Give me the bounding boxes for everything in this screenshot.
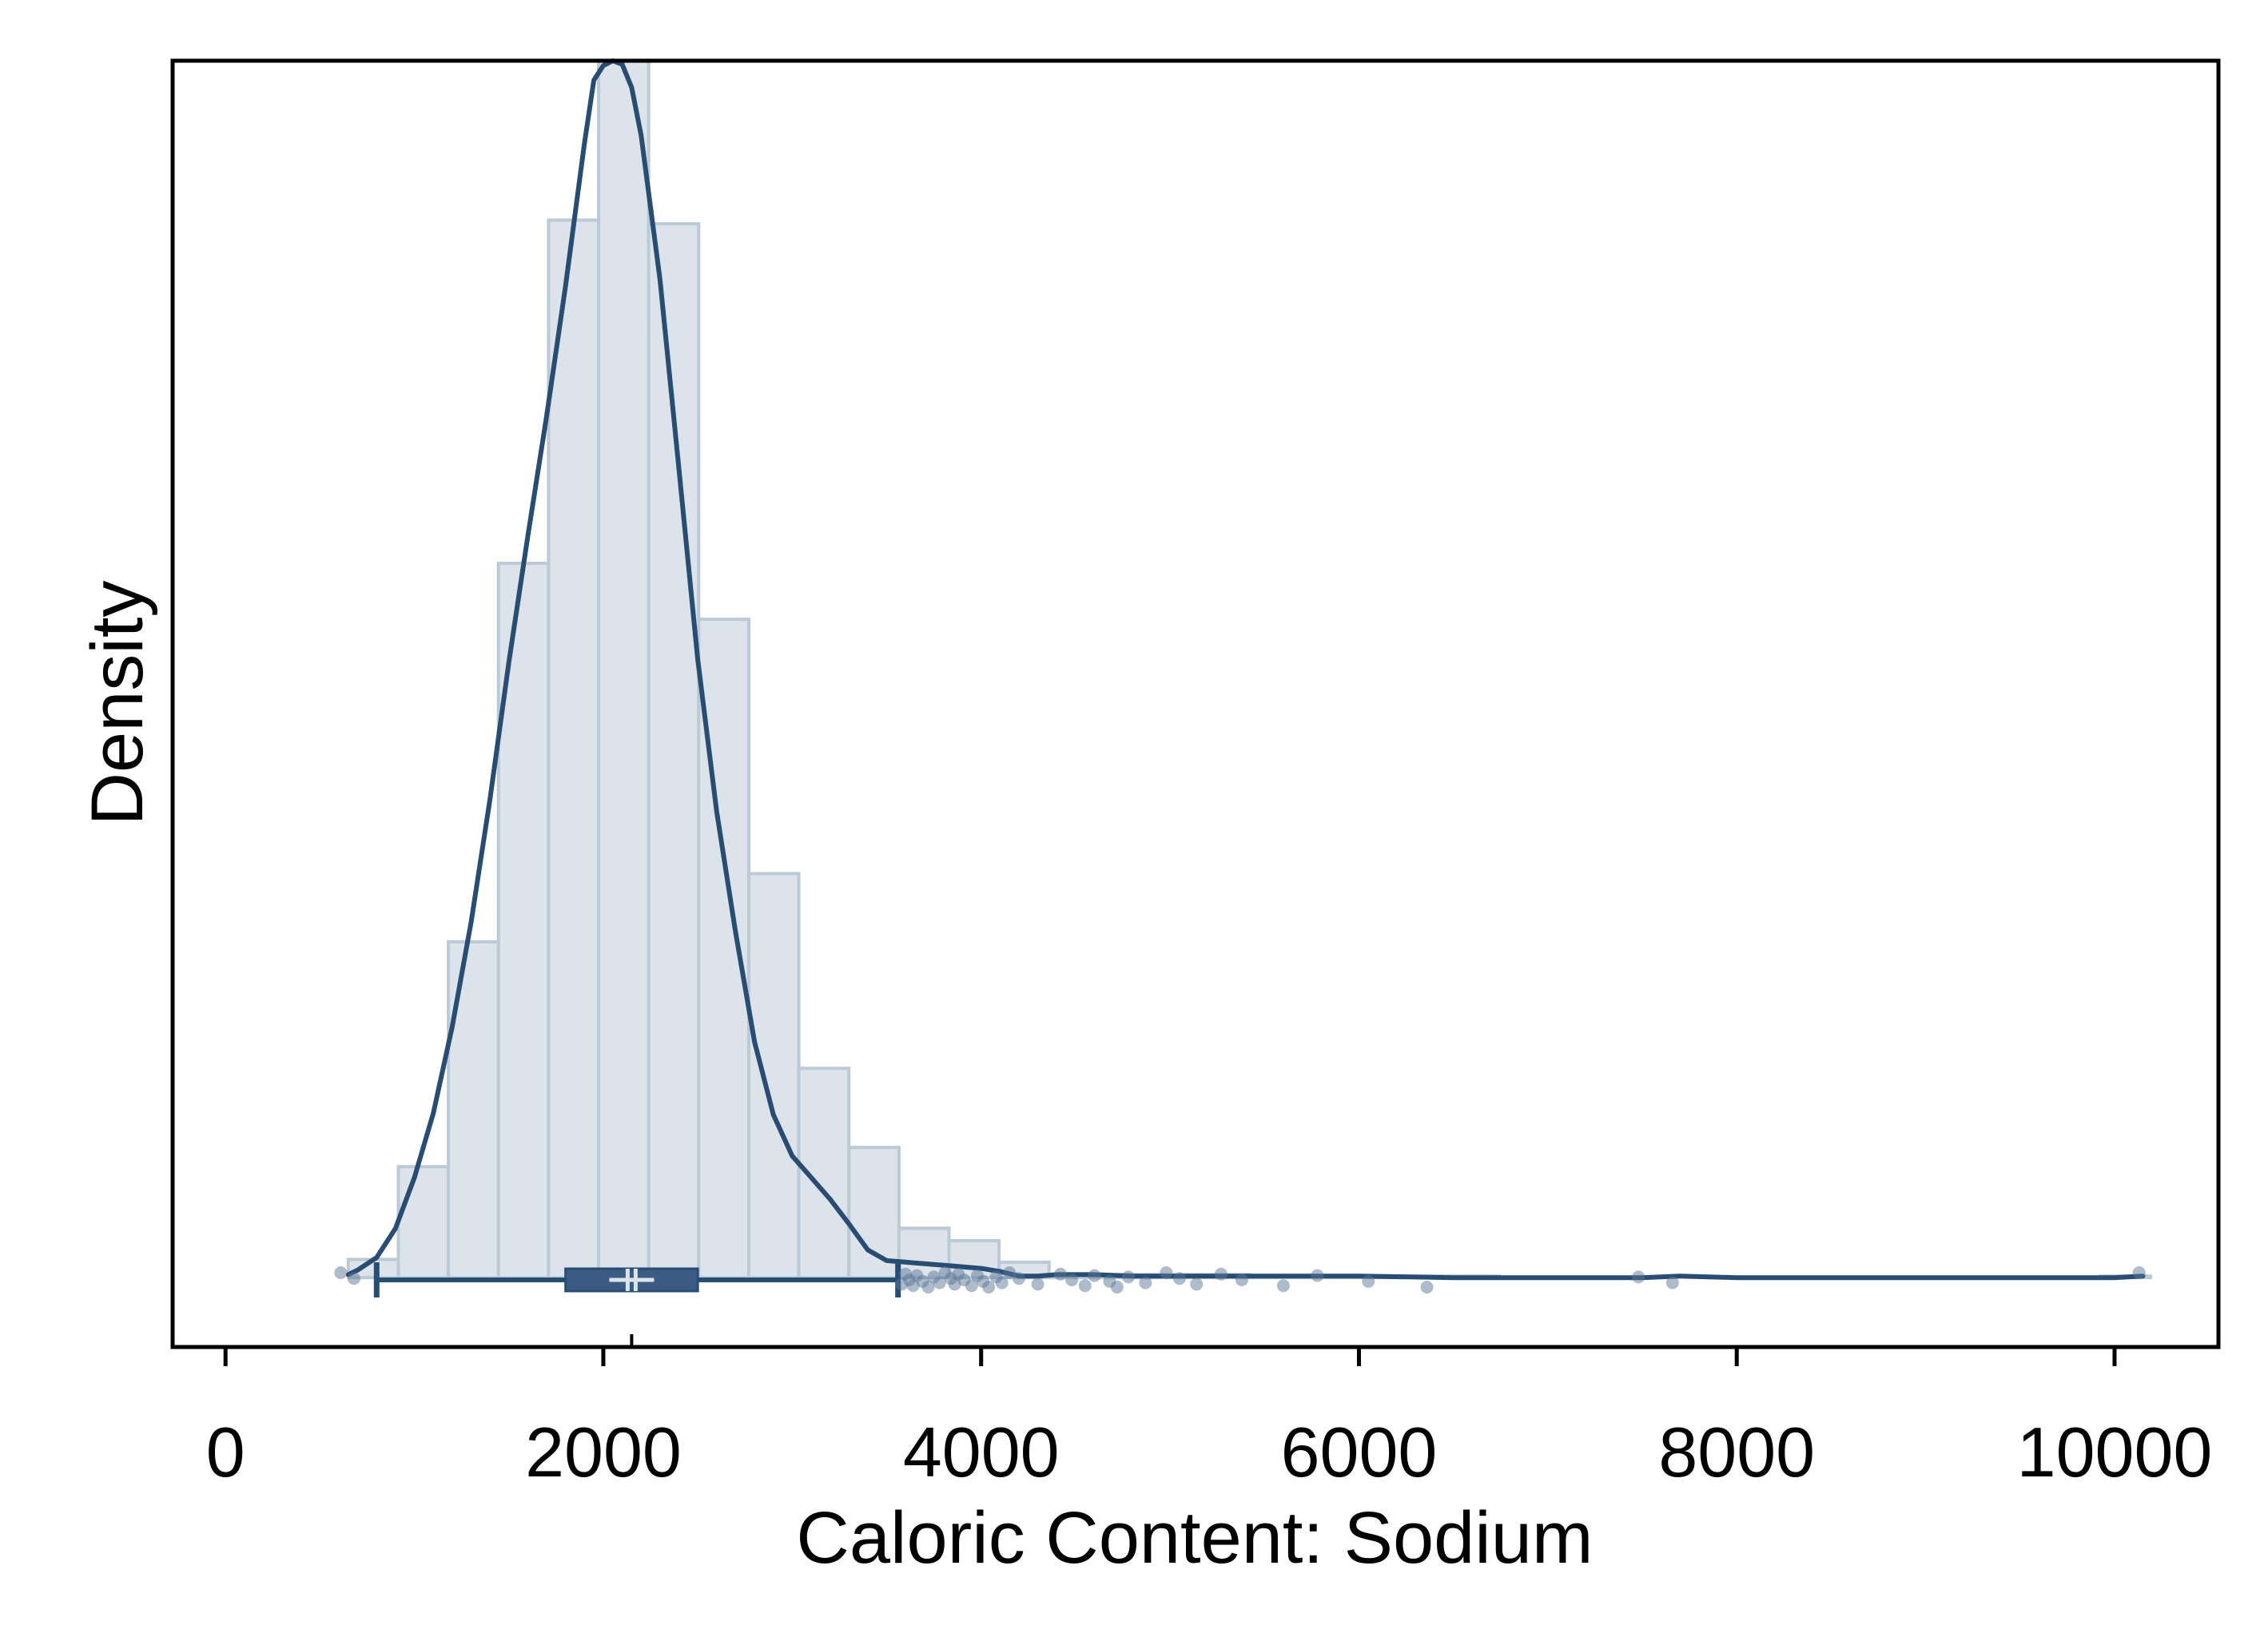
x-axis: 0 2000 4000 6000 8000 10000 [206, 1334, 2213, 1492]
outlier-point [995, 1276, 1009, 1289]
plot-frame [170, 58, 2221, 1349]
histogram-bar [647, 222, 701, 1280]
outlier-point [1420, 1281, 1434, 1293]
outlier-point [1214, 1267, 1228, 1281]
histogram-bar [396, 1165, 451, 1280]
outlier-point [2132, 1266, 2146, 1279]
outlier-point [1172, 1272, 1186, 1285]
x-tick-label: 8000 [1658, 1413, 1815, 1492]
outlier-point [347, 1272, 360, 1285]
outlier-point [1088, 1269, 1101, 1282]
histogram-bars [346, 59, 2152, 1280]
outlier-point [1160, 1266, 1173, 1279]
outlier-point [1311, 1269, 1324, 1282]
x-tick-label: 4000 [903, 1413, 1060, 1492]
outlier-point [1190, 1277, 1204, 1291]
outlier-point [1012, 1272, 1025, 1285]
outlier-point [965, 1279, 978, 1293]
outlier-point [933, 1276, 946, 1289]
y-axis-title: Density [77, 581, 158, 826]
x-axis-title: Caloric Content: Sodium [796, 1497, 1593, 1579]
outlier-point [1632, 1270, 1645, 1284]
outlier-point [1031, 1277, 1044, 1291]
outlier-point [1065, 1274, 1079, 1286]
outlier-point [1110, 1281, 1124, 1293]
density-curve [345, 58, 2146, 1281]
outlier-point [982, 1281, 996, 1293]
histogram-bar [597, 59, 651, 1280]
outlier-point [1122, 1270, 1136, 1284]
x-tick-label: 0 [206, 1413, 245, 1492]
outlier-point [334, 1266, 348, 1279]
x-tick-label: 2000 [525, 1413, 682, 1492]
x-tick-label: 10000 [2017, 1413, 2213, 1492]
outlier-points [334, 1266, 2146, 1293]
outlier-point [1362, 1274, 1375, 1288]
outlier-point [1276, 1279, 1290, 1293]
histogram-bar [547, 218, 601, 1280]
outlier-point [1665, 1276, 1679, 1289]
histogram-bar [447, 940, 500, 1280]
outlier-point [921, 1281, 935, 1293]
outlier-point [1139, 1276, 1152, 1289]
x-tick-label: 6000 [1281, 1413, 1438, 1492]
histogram-bar [746, 872, 801, 1280]
box-plot [373, 1262, 901, 1297]
outlier-point [1078, 1279, 1092, 1293]
outlier-point [1003, 1266, 1017, 1279]
outlier-point [1235, 1274, 1248, 1286]
histogram-bar [847, 1146, 901, 1280]
outlier-point [1053, 1267, 1067, 1281]
density-curve-layer [345, 58, 2146, 1281]
